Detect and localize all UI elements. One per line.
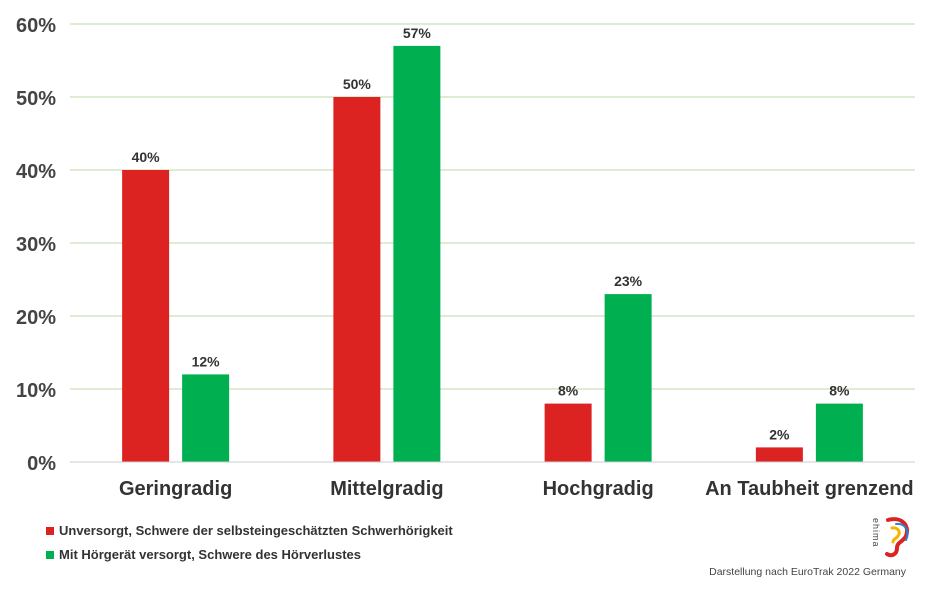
legend-item-versorgt: Mit Hörgerät versorgt, Schwere des Hörve… — [46, 547, 361, 562]
legend-swatch-green — [46, 550, 54, 559]
bar — [544, 403, 592, 462]
x-tick-label: Mittelgradig — [330, 478, 443, 500]
source-note: Darstellung nach EuroTrak 2022 Germany — [709, 566, 906, 578]
bar — [755, 447, 803, 462]
x-tick-label: An Taubheit grenzend — [705, 478, 914, 500]
legend-label: Mit Hörgerät versorgt, Schwere des Hörve… — [59, 547, 361, 562]
y-tick-label: 0% — [27, 453, 56, 475]
x-tick-label: Geringradig — [119, 478, 232, 500]
data-label: 8% — [558, 383, 579, 399]
data-label: 8% — [829, 383, 850, 399]
y-tick-label: 10% — [16, 380, 56, 402]
bar — [815, 403, 863, 462]
data-label: 2% — [769, 426, 790, 442]
x-axis: Geringradig Mittelgradig Hochgradig An Taub… — [70, 461, 915, 500]
data-label: 40% — [132, 149, 161, 165]
legend-label: Unversorgt, Schwere der selbsteingeschät… — [59, 523, 453, 538]
y-tick-label: 20% — [16, 307, 56, 329]
ehima-logo: ehima — [866, 514, 916, 560]
data-label: 12% — [192, 353, 221, 369]
data-labels: 40% 12% 50% 57% 8% 23% 2% 8% — [132, 25, 850, 442]
bar — [393, 45, 441, 463]
bar — [604, 294, 652, 462]
ear-logo-icon — [885, 517, 909, 558]
y-tick-label: 30% — [16, 234, 56, 256]
x-tick-label: Hochgradig — [543, 478, 654, 500]
data-label: 57% — [403, 25, 432, 41]
y-tick-label: 50% — [16, 88, 56, 110]
bars — [122, 45, 863, 463]
legend-swatch-red — [46, 526, 54, 535]
bar — [333, 97, 381, 462]
y-tick-label: 40% — [16, 161, 56, 183]
data-label: 23% — [614, 273, 643, 289]
bar — [182, 374, 230, 462]
bar — [122, 170, 170, 462]
y-axis: 0% 10% 20% 30% 40% 50% 60% — [16, 15, 56, 475]
grid-lines — [70, 23, 915, 390]
data-label: 50% — [343, 76, 372, 92]
y-tick-label: 60% — [16, 15, 56, 37]
legend-item-unversorgt: Unversorgt, Schwere der selbsteingeschät… — [46, 523, 453, 538]
